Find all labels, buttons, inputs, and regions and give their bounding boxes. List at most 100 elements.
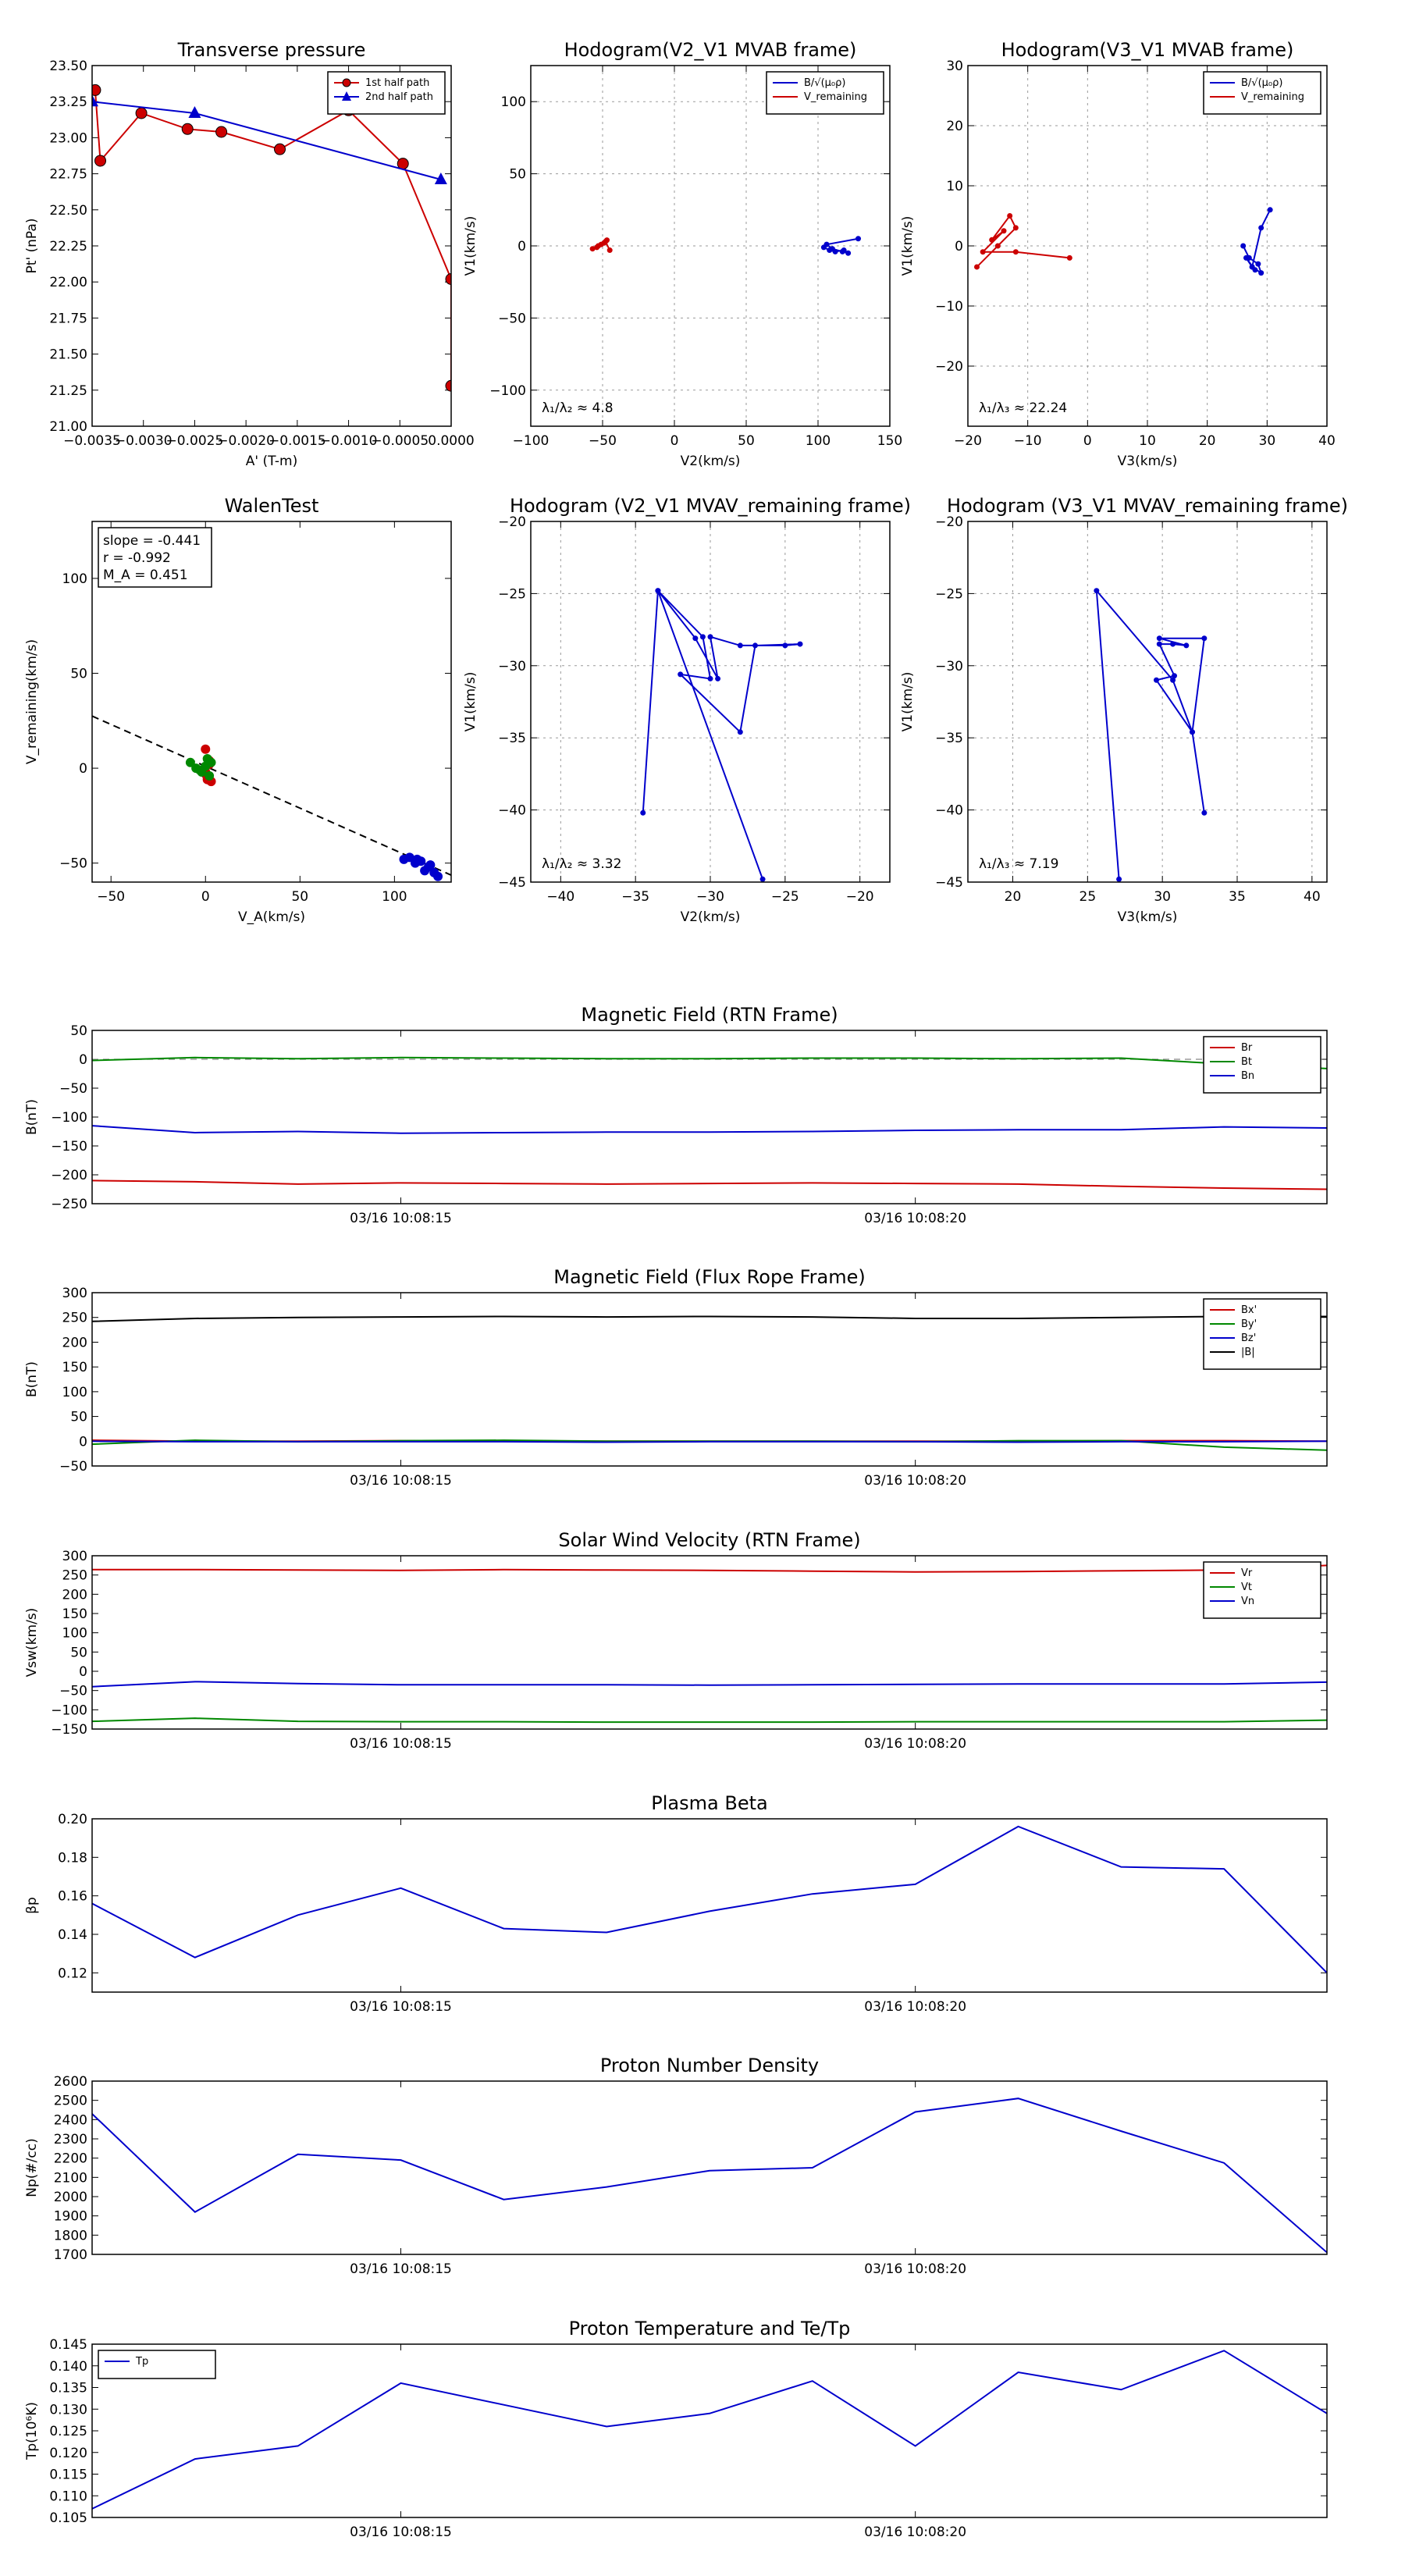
data-point [188,105,201,118]
y-tick-label: −10 [935,299,963,315]
plot-frame [530,521,891,883]
y-tick-label: −150 [51,1722,87,1738]
x-tick-label: −0.0020 [217,433,275,449]
x-tick-label: 03/16 10:08:20 [864,2261,966,2277]
y-tick-label: 21.25 [49,383,87,399]
plot-frame [530,65,891,427]
legend: Bx' By' Bz' |B| [1203,1298,1321,1370]
x-axis-label: V3(km/s) [1118,909,1178,925]
series-line-1 [92,1056,1327,1069]
data-point [594,244,600,251]
data-point [1249,264,1255,270]
legend: Br Bt Bn [1203,1036,1321,1094]
y-axis-label: Vsw(km/s) [24,1608,40,1678]
data-point [1170,677,1176,683]
plot-frame [91,2080,1328,2255]
data-point [589,246,596,252]
series-line-0 [92,1825,1327,1974]
data-point [823,241,830,247]
legend-label: B/√(μ₀ρ) [1241,77,1282,89]
x-tick-label: 03/16 10:08:20 [864,2524,966,2540]
data-point [181,123,194,135]
data-point [737,729,743,735]
y-tick-label: 250 [62,1568,87,1584]
legend: B/√(μ₀ρ) V_remaining [766,71,884,115]
chart-title: Hodogram(V2_V1 MVAB frame) [564,39,857,61]
y-tick-label: 0.18 [58,1850,87,1866]
y-tick-label: 22.25 [49,239,87,254]
data-point [1007,213,1013,219]
y-tick-label: −50 [498,311,526,326]
y-tick-label: 300 [62,1286,87,1301]
y-tick-label: 0 [79,1434,87,1450]
chart-pt: Transverse pressure −0.0035−0.0030−0.0025… [24,39,475,469]
x-tick-label: 20 [1199,433,1216,449]
y-tick-label: −100 [489,383,526,399]
x-tick-label: −30 [696,889,724,905]
x-axis-label: V3(km/s) [1118,454,1178,469]
data-point [423,862,433,872]
legend-label: Tp [135,2356,148,2368]
y-tick-label: −20 [935,514,963,530]
stats-line: r = -0.992 [103,550,171,566]
y-tick-label: −50 [59,1459,87,1475]
plot-area [92,715,451,881]
chart-h21r: Hodogram (V2_V1 MVAV_remaining frame) −40… [463,495,911,925]
x-tick-label: −20 [954,433,982,449]
chart-title: Magnetic Field (RTN Frame) [581,1004,838,1026]
data-point [412,854,422,864]
x-tick-label: −50 [97,889,125,905]
chart-title: Solar Wind Velocity (RTN Frame) [558,1529,860,1551]
y-tick-label: −30 [498,659,526,674]
data-point [699,634,706,640]
x-tick-label: 0 [1083,433,1092,449]
y-tick-label: 0 [79,1052,87,1068]
data-point [1012,225,1019,231]
legend-label: Vt [1241,1582,1252,1593]
stats-box [98,527,212,588]
y-tick-label: −35 [498,731,526,746]
eigen-ratio-annotation: λ₁/λ₂ ≈ 4.8 [542,400,614,416]
x-tick-label: 03/16 10:08:15 [350,1473,452,1489]
chart-h31r: Hodogram (V3_V1 MVAV_remaining frame) 20 2… [900,495,1348,925]
y-tick-label: 0.135 [49,2381,87,2396]
y-axis-label: Tp(10⁶K) [24,2402,40,2460]
x-tick-label: 03/16 10:08:15 [350,1999,452,2015]
y-tick-label: 0.115 [49,2467,87,2483]
legend-label: V_remaining [1241,91,1304,103]
plot-area [92,1056,1327,1190]
plot-frame [91,1292,1328,1467]
x-tick-label: 40 [1304,889,1321,905]
x-tick-label: 10 [1139,433,1156,449]
y-axis-label: βp [24,1897,40,1914]
y-tick-label: 100 [62,571,87,587]
x-tick-label: 03/16 10:08:20 [864,1999,966,2015]
data-point [1156,635,1162,642]
data-point [752,642,758,649]
y-tick-label: −100 [51,1703,87,1718]
chart-title: Hodogram (V3_V1 MVAV_remaining frame) [947,495,1348,517]
x-tick-label: 03/16 10:08:20 [864,1473,966,1489]
y-tick-label: 2000 [54,2190,87,2205]
data-point [845,250,852,256]
x-axis-label: V_A(km/s) [238,909,305,925]
y-tick-label: 1700 [54,2247,87,2263]
data-point [1183,642,1190,649]
x-tick-label: −40 [546,889,574,905]
legend-marker [342,78,351,87]
legend: B/√(μ₀ρ) V_remaining [1203,71,1321,115]
x-tick-label: −25 [771,889,799,905]
plot-area [92,1564,1327,1724]
legend-label: Bx' [1241,1304,1257,1316]
y-axis-label: V1(km/s) [900,216,916,276]
data-point [205,770,215,781]
legend-box [98,2350,216,2379]
data-point [1066,254,1072,261]
x-axis-label: V2(km/s) [681,454,741,469]
plot-area [92,1825,1327,1974]
y-tick-label: −30 [935,659,963,674]
chart-h31: Hodogram(V3_V1 MVAB frame) −20 −10 0 10 20 30 4… [900,39,1336,469]
y-tick-label: −40 [498,803,526,819]
data-point [759,876,766,882]
